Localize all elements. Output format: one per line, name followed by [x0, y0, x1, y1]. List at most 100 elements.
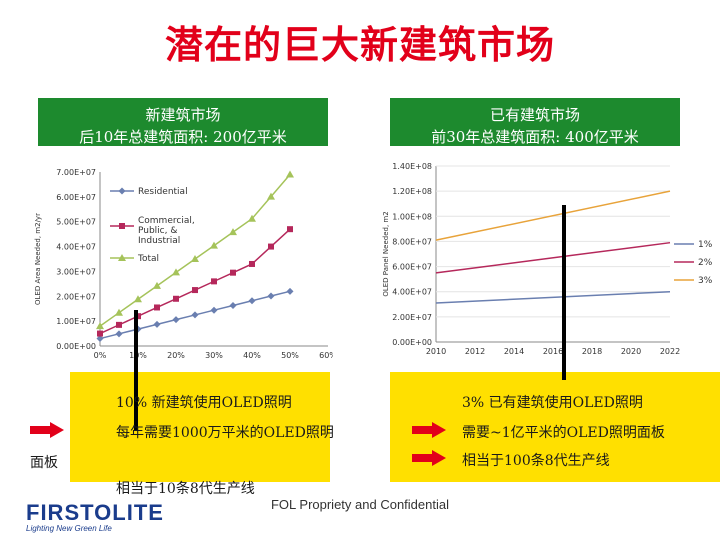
x-tick-label: 2010 — [426, 347, 446, 356]
data-point — [249, 260, 255, 267]
legend-marker — [118, 254, 126, 261]
footer-confidential: FOL Propriety and Confidential — [270, 497, 449, 512]
company-logo: FIRSTOLITE Lighting New Green Life — [26, 500, 166, 538]
legend-label-2: 3% — [698, 276, 713, 286]
x-tick-label: 40% — [243, 351, 261, 360]
data-point — [287, 226, 293, 233]
data-point — [173, 295, 179, 302]
data-point — [191, 255, 199, 262]
existing-building-summary-panel — [390, 372, 720, 482]
y-tick-label: 1.40E+08 — [392, 162, 432, 171]
x-tick-label: 2016 — [543, 347, 563, 356]
x-tick-label: 50% — [281, 351, 299, 360]
new-building-market-area: 后10年总建筑面积: 200亿平米 — [79, 128, 287, 146]
series-line-2 — [435, 190, 671, 241]
x-tick-label: 2022 — [660, 347, 680, 356]
data-point — [286, 170, 294, 178]
data-point — [248, 297, 256, 305]
data-point — [267, 292, 275, 300]
y-tick-label: 5.00E+07 — [56, 218, 96, 227]
page-title: 潜在的巨大新建筑市场 — [164, 22, 555, 67]
legend-label-line: Industrial — [138, 236, 180, 246]
y-axis-label: OLED Panel Needed, m2 — [382, 211, 390, 296]
x-tick-label: 2012 — [465, 347, 485, 356]
data-point — [286, 287, 294, 295]
y-tick-label: 7.00E+07 — [56, 168, 96, 177]
right-arrow-icon-1 — [412, 422, 446, 438]
y-tick-label: 0.00E+00 — [392, 338, 432, 347]
left-arrow-icon-1 — [30, 422, 64, 438]
x-tick-label: 2018 — [582, 347, 602, 356]
legend-label-line: Public, & — [138, 226, 177, 236]
x-tick-label: 20% — [167, 351, 185, 360]
right-panel-line3: 相当于100条8代生产线 — [462, 453, 610, 469]
data-point — [268, 243, 274, 250]
data-point — [230, 269, 236, 276]
data-point — [154, 304, 160, 311]
right-panel-line1: 3% 已有建筑使用OLED照明 — [462, 395, 643, 411]
data-point — [96, 335, 104, 343]
left-marker-bar — [134, 310, 138, 430]
data-point — [191, 311, 199, 319]
legend-label-0: 1% — [698, 240, 713, 250]
data-point — [96, 322, 104, 330]
y-tick-label: 0.00E+00 — [56, 342, 96, 351]
data-point — [192, 287, 198, 294]
right-marker-bar — [562, 205, 566, 380]
left-panel-line3: 相当于10条8代生产线 — [116, 481, 255, 497]
y-tick-label: 4.00E+07 — [392, 288, 432, 297]
data-point — [115, 308, 123, 316]
new-building-summary-panel — [70, 372, 330, 482]
legend-label-0: Residential — [138, 187, 188, 197]
left-panel-line2: 每年需要1000万平米的OLED照明 — [116, 425, 334, 441]
data-point — [134, 295, 142, 303]
right-panel-line2: 需要~1亿平米的OLED照明面板 — [462, 425, 665, 441]
new-building-market-heading: 新建筑市场 — [145, 106, 221, 124]
x-tick-label: 60% — [319, 351, 333, 360]
y-axis-label: OLED Area Needed, m2/yr — [34, 213, 42, 305]
data-point — [229, 228, 237, 236]
legend-label-1: Commercial, Public, & Industrial — [138, 216, 195, 246]
new-building-chart-svg: 0.00E+00 1.00E+07 2.00E+07 3.00E+07 4.00E+07… — [34, 168, 337, 360]
y-tick-label: 1.20E+08 — [392, 187, 432, 196]
legend-marker — [119, 223, 125, 229]
legend-marker — [118, 187, 126, 195]
left-panel-line1: 10% 新建筑使用OLED照明 — [116, 395, 292, 411]
existing-building-chart-svg: 0.00E+00 2.00E+07 4.00E+07 6.00E+07 8.00E+07… — [382, 162, 713, 356]
data-point — [172, 316, 180, 324]
logo-name: FIRSTOLITE — [26, 500, 164, 525]
data-point — [210, 241, 218, 249]
data-point — [211, 278, 217, 285]
data-point — [172, 268, 180, 276]
new-building-market-box: 新建筑市场 后10年总建筑面积: 200亿平米 — [38, 98, 328, 152]
left-panel-line2-cont: 面板 — [30, 455, 58, 471]
legend-label-line: Commercial, — [138, 216, 195, 226]
logo-tagline: Lighting New Green Life — [26, 524, 112, 533]
y-tick-label: 1.00E+07 — [56, 317, 96, 326]
series-line-0 — [435, 290, 671, 304]
data-point — [115, 330, 123, 338]
legend-label-2: Total — [137, 254, 159, 264]
right-arrow-icon-2 — [412, 450, 446, 466]
data-point — [116, 321, 122, 328]
existing-building-market-heading: 已有建筑市场 — [489, 106, 580, 124]
y-tick-label: 4.00E+07 — [56, 243, 96, 252]
x-tick-label: 0% — [94, 351, 107, 360]
data-point — [97, 330, 103, 337]
data-point — [210, 306, 218, 314]
x-tick-label: 2020 — [621, 347, 641, 356]
existing-building-market-box: 已有建筑市场 前30年总建筑面积: 400亿平米 — [390, 98, 680, 152]
y-tick-label: 6.00E+07 — [392, 263, 432, 272]
y-tick-label: 1.00E+08 — [392, 212, 432, 221]
data-point — [135, 313, 141, 320]
data-point — [229, 301, 237, 309]
y-tick-label: 2.00E+07 — [392, 313, 432, 322]
y-tick-label: 2.00E+07 — [56, 292, 96, 301]
series-line-2 — [99, 173, 291, 327]
data-point — [267, 192, 275, 200]
data-point — [153, 281, 161, 289]
y-tick-label: 6.00E+07 — [56, 193, 96, 202]
y-tick-label: 3.00E+07 — [56, 267, 96, 276]
x-tick-label: 10% — [129, 351, 147, 360]
data-point — [248, 214, 256, 222]
